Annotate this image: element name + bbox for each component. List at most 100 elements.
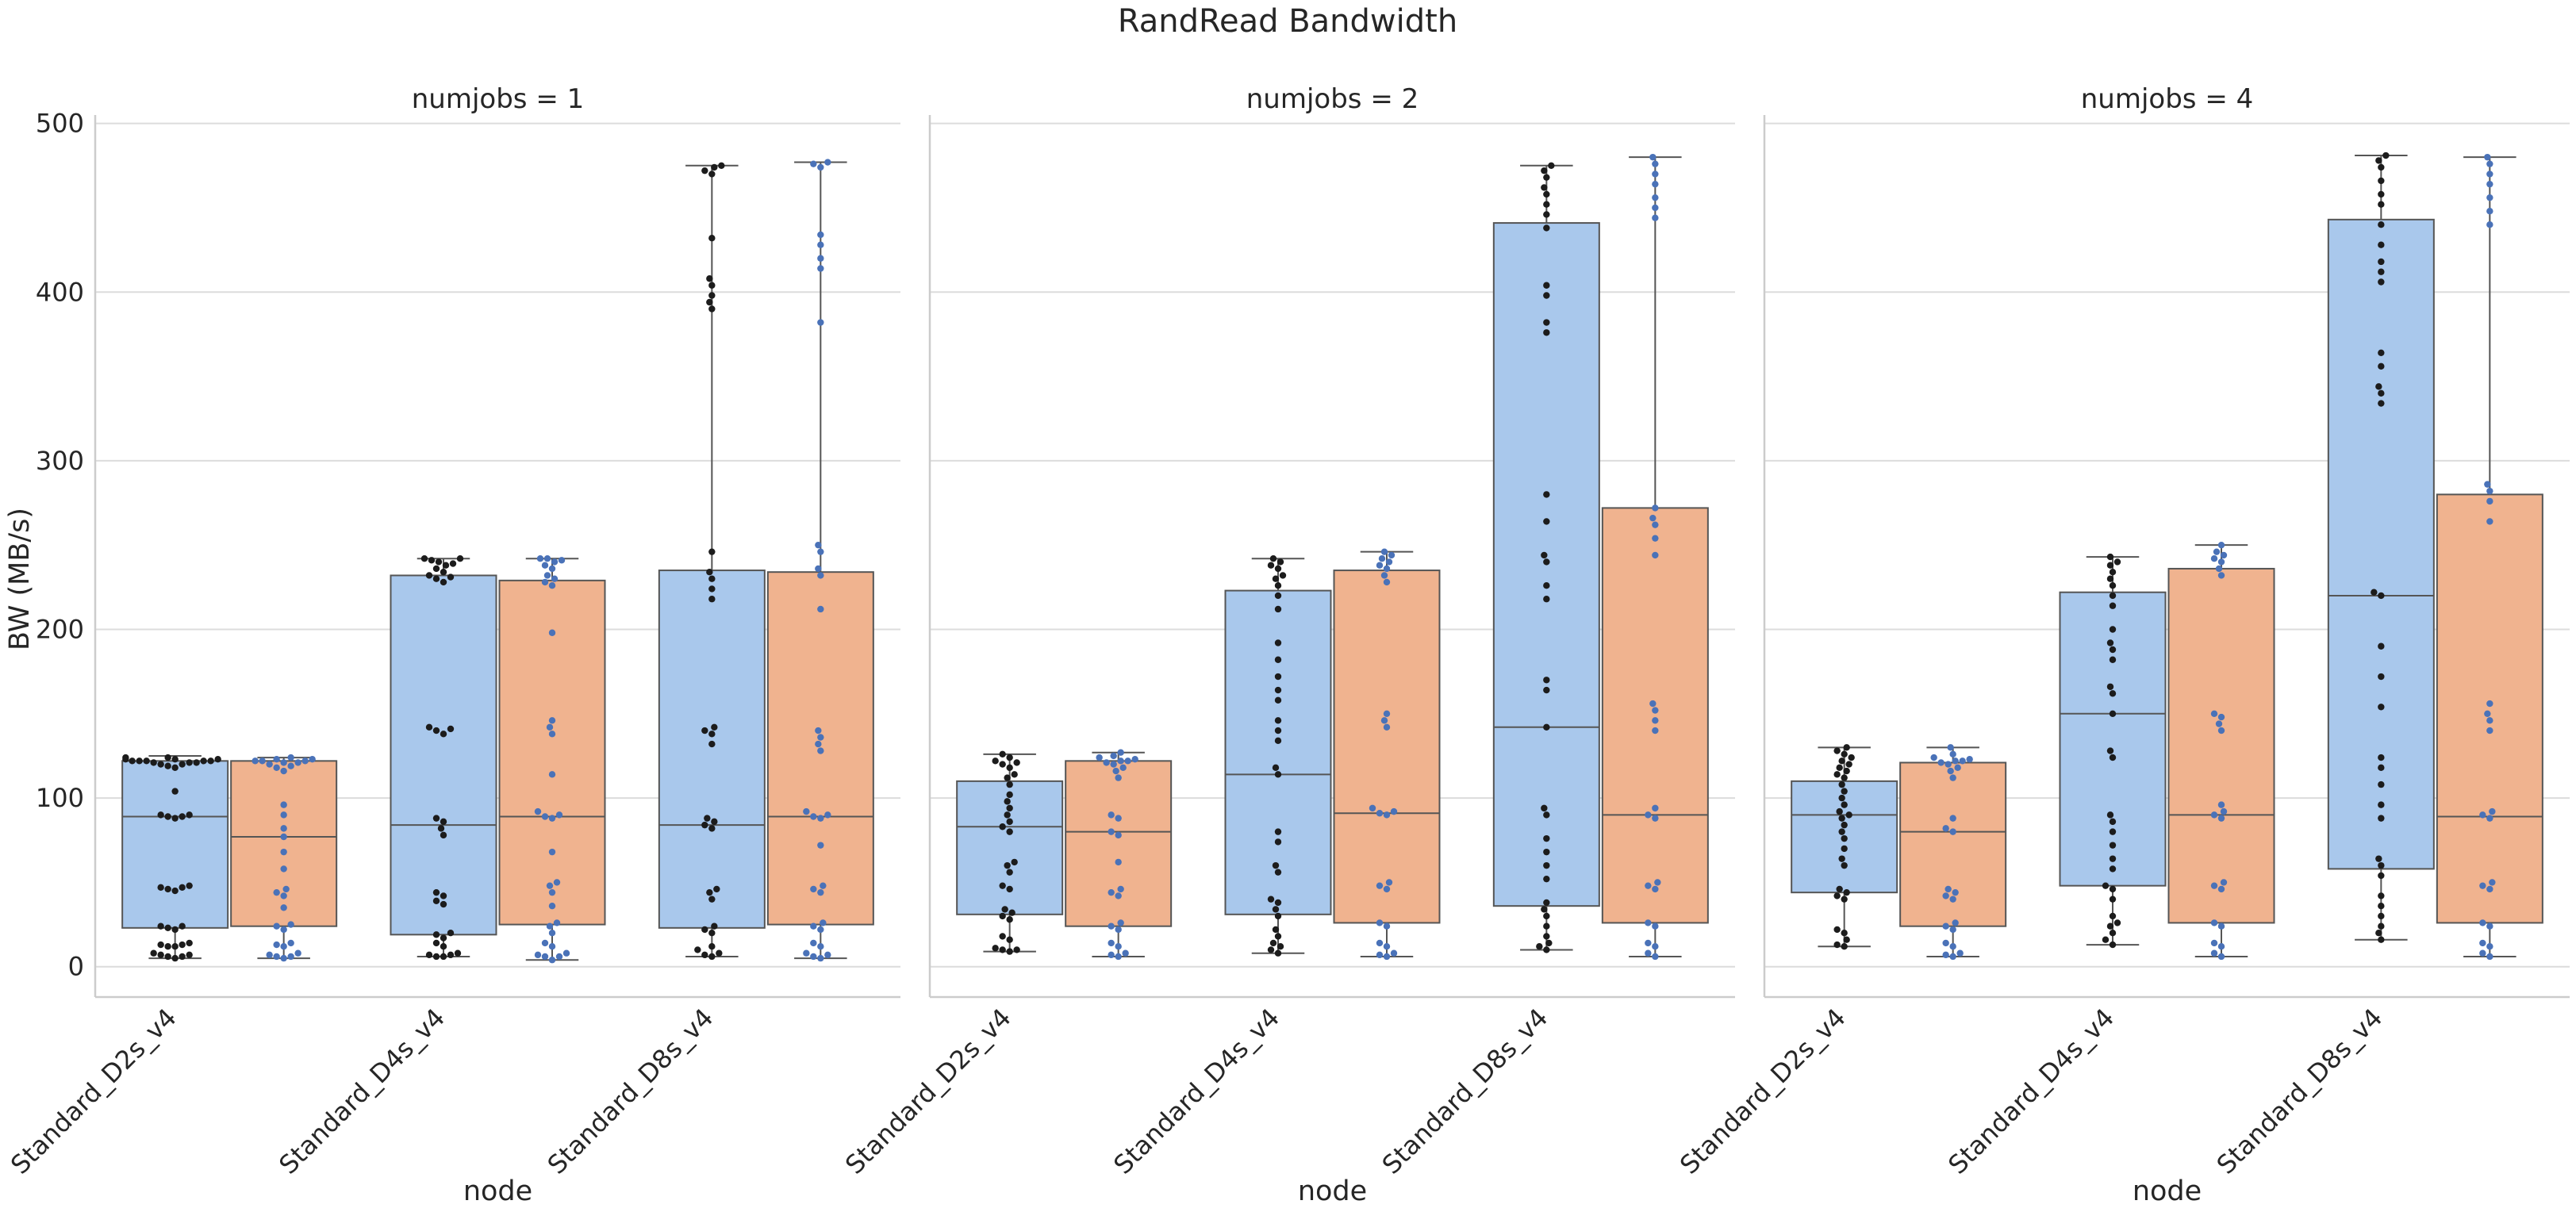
swarm-point <box>280 848 287 856</box>
swarm-point <box>2217 572 2225 579</box>
swarm-point <box>1274 565 1282 573</box>
swarm-point <box>1944 761 1952 768</box>
swarm-point <box>280 954 287 962</box>
swarm-point <box>287 762 294 769</box>
swarm-point <box>2217 922 2225 930</box>
swarm-point <box>1269 939 1277 947</box>
swarm-point <box>280 801 287 808</box>
swarm-point <box>273 922 280 930</box>
swarm-point <box>541 813 549 820</box>
swarm-point <box>1110 761 1117 768</box>
swarm-point <box>440 900 447 908</box>
swarm-point <box>1004 798 1011 805</box>
swarm-point <box>2109 855 2117 862</box>
swarm-point <box>2215 720 2223 727</box>
swarm-point <box>2217 727 2225 734</box>
box-group <box>1601 153 1709 961</box>
box-group <box>1065 749 1173 961</box>
swarm-point <box>1833 747 1841 754</box>
box-iqr <box>121 760 229 929</box>
swarm-point <box>553 919 561 926</box>
swarm-point <box>701 727 708 734</box>
swarm-point <box>1117 885 1124 893</box>
swarm-point <box>420 554 428 562</box>
swarm-point <box>1006 781 1013 788</box>
swarm-point <box>555 811 563 819</box>
swarm-point <box>2378 268 2385 275</box>
x-tick-label: Standard_D8s_v4 <box>542 1003 720 1180</box>
swarm-point <box>2378 815 2385 822</box>
swarm-point <box>1378 554 1386 562</box>
swarm-point <box>708 282 716 289</box>
swarm-point <box>708 731 716 738</box>
swarm-point <box>708 896 716 903</box>
swarm-point <box>1843 767 1850 775</box>
swarm-point <box>1652 717 1659 724</box>
y-tick-label: 300 <box>36 446 84 476</box>
swarm-point <box>1006 936 1013 943</box>
box-group <box>1333 548 1441 961</box>
swarm-point <box>2479 939 2486 947</box>
swarm-point <box>2479 949 2486 957</box>
box-group <box>121 754 229 962</box>
swarm-point <box>1380 717 1388 724</box>
swarm-point <box>1115 892 1122 899</box>
swarm-point <box>708 548 716 555</box>
swarm-point <box>2378 936 2385 943</box>
swarm-point <box>2378 872 2385 880</box>
swarm-point <box>555 953 563 961</box>
panel-title: numjobs = 2 <box>1246 83 1419 115</box>
swarm-point <box>1376 939 1384 947</box>
swarm-point <box>2479 882 2486 889</box>
swarm-point <box>810 160 817 167</box>
swarm-point <box>716 949 723 957</box>
box-group <box>2059 553 2167 949</box>
swarm-point <box>2106 747 2114 754</box>
swarm-point <box>548 957 556 964</box>
swarm-point <box>2486 885 2493 893</box>
swarm-point <box>1545 939 1553 947</box>
swarm-point <box>2109 885 2117 893</box>
swarm-point <box>2486 700 2493 708</box>
x-tick-label: Standard_D4s_v4 <box>1942 1003 2120 1180</box>
swarm-point <box>1942 939 1949 947</box>
swarm-point <box>2486 943 2493 950</box>
swarm-point <box>548 717 556 724</box>
swarm-point <box>1956 949 1964 957</box>
swarm-point <box>1001 906 1008 913</box>
swarm-point <box>1541 184 1548 191</box>
swarm-point <box>1949 896 1956 903</box>
swarm-point <box>1011 858 1018 866</box>
swarm-point <box>1836 764 1843 772</box>
swarm-point <box>706 275 713 282</box>
swarm-point <box>150 759 157 766</box>
swarm-point <box>2378 754 2385 761</box>
swarm-point <box>1841 845 1848 853</box>
swarm-point <box>157 951 164 959</box>
box-group <box>766 159 874 962</box>
swarm-point <box>1115 943 1122 950</box>
swarm-point <box>200 758 207 765</box>
swarm-point <box>817 265 824 272</box>
swarm-point <box>164 953 171 961</box>
swarm-point <box>1543 933 1550 940</box>
swarm-point <box>694 946 701 953</box>
swarm-point <box>447 573 455 581</box>
swarm-point <box>280 904 287 911</box>
swarm-point <box>179 953 186 961</box>
swarm-point <box>2109 896 2117 903</box>
swarm-point <box>1543 211 1550 218</box>
swarm-point <box>179 813 186 820</box>
swarm-point <box>179 941 186 949</box>
swarm-point <box>2486 160 2493 167</box>
swarm-point <box>1006 804 1013 812</box>
swarm-point <box>1645 811 1652 819</box>
swarm-point <box>1841 821 1848 829</box>
swarm-point <box>1543 723 1550 731</box>
swarm-point <box>817 319 824 326</box>
swarm-point <box>1543 922 1550 930</box>
swarm-point <box>1272 764 1280 772</box>
x-axis-label: node <box>2133 1176 2202 1207</box>
swarm-point <box>2378 221 2385 228</box>
swarm-point <box>1267 562 1275 569</box>
